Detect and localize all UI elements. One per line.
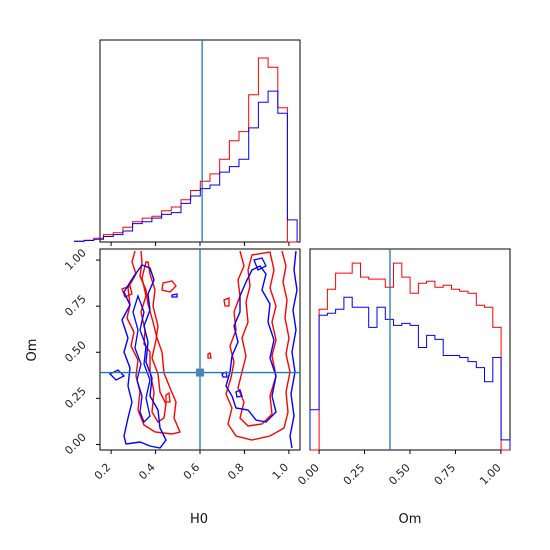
blue-contour-small-4 xyxy=(235,389,243,398)
blue-contour-right-outer xyxy=(289,250,298,449)
red-contour-small-3 xyxy=(223,297,230,307)
om-y-tick-label: 1.00 xyxy=(62,246,89,273)
blue-contour-left-outer xyxy=(121,264,167,449)
om-y-tick-label: 0.25 xyxy=(62,385,89,412)
om-y-tick-label: 0.00 xyxy=(62,431,89,458)
h0-tick-label: 0.4 xyxy=(136,461,158,483)
blue-contour-right-inner xyxy=(253,257,267,271)
red-contour-inner-left xyxy=(140,261,167,423)
red-contour-small-1 xyxy=(161,280,177,293)
h0-tick-label: 0.6 xyxy=(181,461,203,483)
blue-contour-left-inner xyxy=(132,293,151,424)
x-axis-label-h0: H0 xyxy=(190,512,208,527)
contour-lines xyxy=(108,250,298,449)
blue-contour-small-2 xyxy=(171,293,178,298)
joint-truth-marker xyxy=(196,368,204,377)
h0-tick-label: 0.8 xyxy=(225,461,247,483)
red-contour-right-outer xyxy=(225,250,291,441)
om-y-tick-label: 0.50 xyxy=(62,339,89,366)
om-x-tick-label: 0.50 xyxy=(386,461,413,488)
blue-contour-right-mid xyxy=(225,265,277,423)
om-y-tick-label: 0.75 xyxy=(62,292,89,319)
om-histogram-panel xyxy=(309,248,511,451)
om-histogram-series-1 xyxy=(310,262,510,451)
red-contour-small-4 xyxy=(165,391,171,403)
h0-histogram-panel xyxy=(74,39,301,243)
om-x-tick-label: 1.00 xyxy=(477,461,504,488)
red-contour-outer-left xyxy=(126,250,181,435)
h0-tick-label: 0.2 xyxy=(92,461,114,483)
om-histogram-series-2 xyxy=(309,296,511,450)
h0-histogram-series-2 xyxy=(74,90,298,242)
h0-histogram-series-1 xyxy=(74,57,298,243)
om-x-tick-label: 0.25 xyxy=(341,461,368,488)
h0-tick-label: 1.0 xyxy=(270,461,292,483)
red-contour-small-5 xyxy=(207,352,212,359)
joint-contour-panel xyxy=(99,248,301,451)
h0-histogram-frame xyxy=(99,39,301,243)
blue-contour-small-1 xyxy=(108,369,126,381)
y-axis-label-om: Om xyxy=(25,339,40,362)
x-axis-label-om: Om xyxy=(399,512,422,527)
om-x-tick-label: 0.75 xyxy=(432,461,459,488)
red-contour-right-inner xyxy=(237,251,277,427)
om-x-tick-label: 0.00 xyxy=(295,461,322,488)
